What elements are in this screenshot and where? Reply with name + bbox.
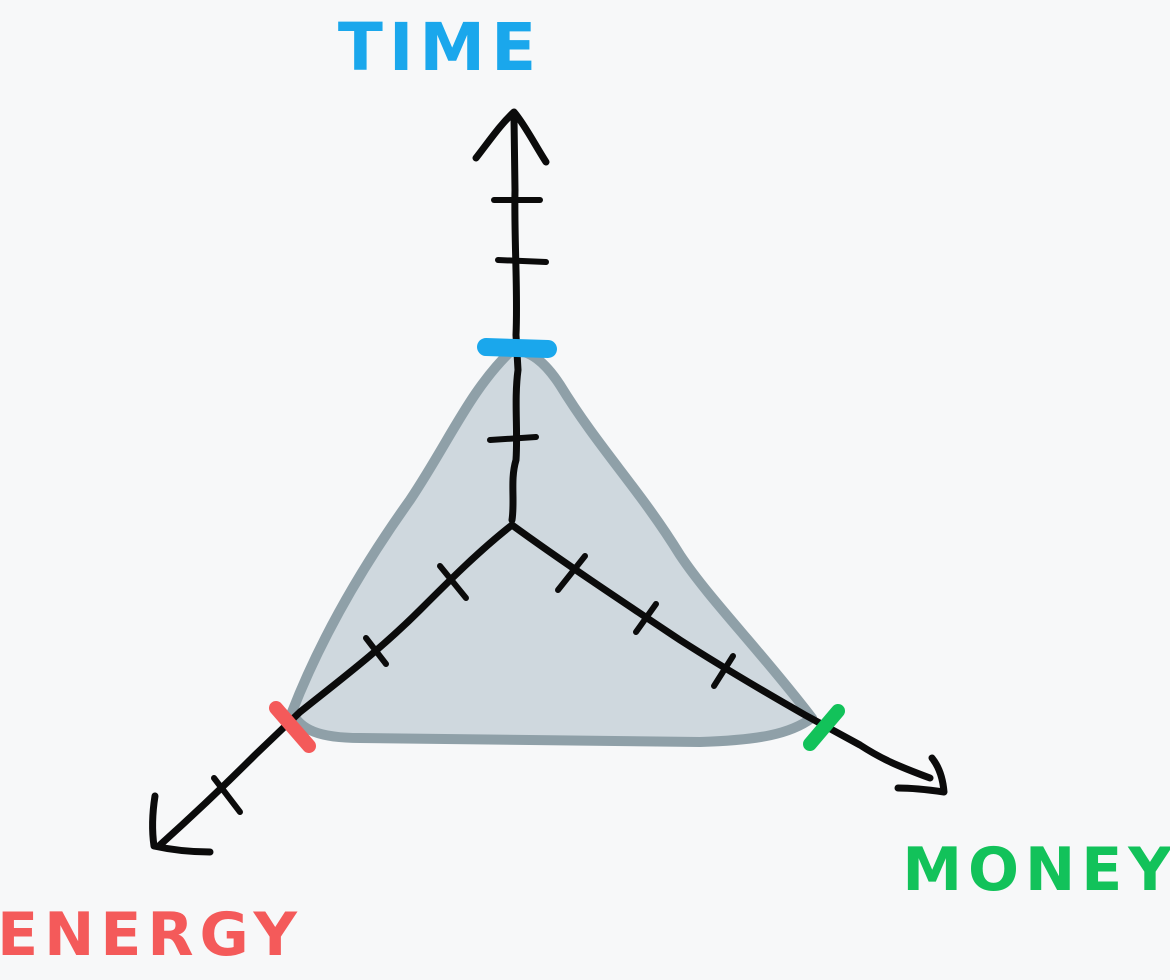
money-tick <box>633 601 659 635</box>
money-tick <box>711 653 736 689</box>
energy-label: ENERGY <box>0 900 303 970</box>
energy-tick <box>437 563 469 601</box>
time-marker <box>477 338 557 358</box>
energy-marker <box>269 701 316 753</box>
time-label: TIME <box>338 9 542 86</box>
time-axis-line <box>508 114 522 524</box>
arrow-head-icon <box>149 792 214 856</box>
money-tick <box>555 553 588 593</box>
arrow-head-icon <box>472 108 550 166</box>
constraint-triangle <box>287 345 817 747</box>
time-tick <box>495 257 549 265</box>
energy-axis-line <box>156 521 516 849</box>
arrow-head-icon <box>894 754 948 796</box>
energy-tick <box>363 635 389 667</box>
money-marker <box>803 704 845 751</box>
time-tick <box>487 434 539 443</box>
money-label: MONEY <box>902 835 1170 905</box>
energy-tick <box>211 775 243 815</box>
